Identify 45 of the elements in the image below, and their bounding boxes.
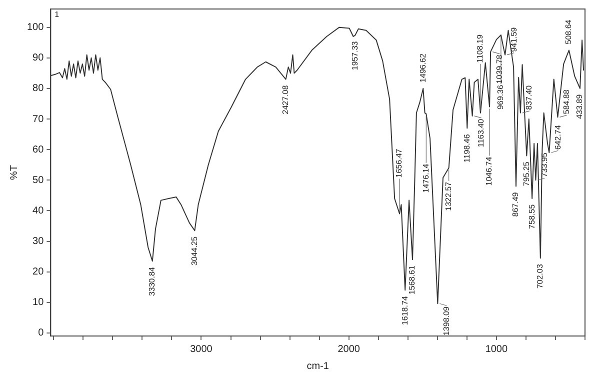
annotation: 3044.25 [190,236,199,266]
y-tick-label: 0 [38,328,44,339]
x-tick-label: 2000 [338,344,360,355]
y-tick-label: 80 [32,83,44,94]
annotation: 758.55 [527,204,536,229]
annotation: 941.59 [509,26,518,52]
annotation: 508.64 [564,19,574,44]
y-tick-label: 40 [32,205,44,216]
annotation: 1398.09 [442,306,451,336]
annotation: 795.25 [522,161,531,186]
y-tick-label: 10 [32,297,44,308]
annotation: 1618.74 [400,296,410,326]
y-axis-title: %T [8,165,20,180]
annotation: 1568.61 [408,265,417,295]
annotation: 433.89 [575,94,584,119]
annotation: 1476.14 [421,163,430,193]
y-tick-label: 30 [32,236,44,248]
annotation: 3330.84 [148,266,157,296]
annotation: 1957.33 [350,40,360,70]
y-tick-label: 50 [32,174,44,186]
x-axis-title: cm-1 [306,360,330,372]
annotation: 1198.46 [462,134,472,163]
annotation: 1108.19 [476,34,485,63]
annotation: 1046.74 [484,156,494,186]
annotation: 1163.40 [476,118,486,148]
annotation: 969.36 [496,84,506,110]
y-tick-label: 60 [32,144,44,156]
annotation: 642.74 [553,124,562,150]
annotation: 1496.62 [418,52,428,82]
annotation: 1656.47 [394,148,404,178]
y-tick-label: 70 [32,114,44,125]
annotation: 1039.78 [494,54,504,84]
x-tick-label: 1000 [485,344,508,355]
annotation: 1 [54,10,60,20]
annotation: 1322.57 [444,181,454,211]
annotation: 2427.08 [281,84,290,114]
x-tick-label: 3000 [190,344,213,355]
annotation: 702.03 [536,264,545,289]
y-tick-label: 100 [26,22,44,34]
y-tick-label: 20 [32,266,44,278]
annotation: 867.49 [511,192,520,217]
y-tick-label: 90 [32,52,44,64]
annotation: 837.40 [524,84,534,110]
annotation: 584.88 [562,89,571,114]
annotation: 733.95 [540,152,549,178]
